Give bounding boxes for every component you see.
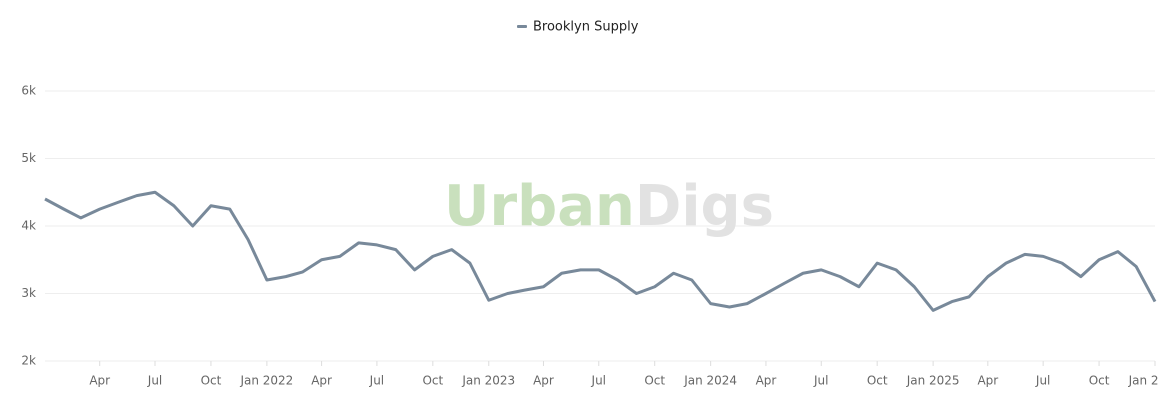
y-tick-label: 4k bbox=[21, 219, 36, 233]
y-tick-label: 3k bbox=[21, 286, 36, 300]
x-tick-label: Apr bbox=[756, 374, 777, 388]
x-tick-label: Jul bbox=[369, 374, 384, 388]
x-tick-label: Jul bbox=[1035, 374, 1050, 388]
x-tick-label: Jan 2025 bbox=[906, 374, 960, 388]
x-tick-label: Oct bbox=[644, 374, 665, 388]
x-tick-label: Apr bbox=[311, 374, 332, 388]
x-tick-label: Apr bbox=[89, 374, 110, 388]
x-tick-label: Jul bbox=[147, 374, 162, 388]
y-tick-label: 6k bbox=[21, 84, 36, 98]
x-tick-label: Jul bbox=[813, 374, 828, 388]
x-tick-label: Oct bbox=[867, 374, 888, 388]
x-tick-label: Oct bbox=[1089, 374, 1110, 388]
x-tick-label: Jan 2024 bbox=[683, 374, 737, 388]
watermark: UrbanDigs bbox=[444, 174, 774, 239]
y-tick-label: 5k bbox=[21, 151, 36, 165]
x-tick-label: Jan 2023 bbox=[461, 374, 515, 388]
x-tick-label: Jan 2022 bbox=[239, 374, 293, 388]
x-tick-label: Oct bbox=[422, 374, 443, 388]
series-line bbox=[44, 190, 1157, 312]
legend-swatch bbox=[517, 25, 527, 28]
x-tick-label: Oct bbox=[201, 374, 222, 388]
legend-item[interactable]: Brooklyn Supply bbox=[517, 20, 639, 35]
x-tick-label: Apr bbox=[533, 374, 554, 388]
watermark-part: Urban bbox=[444, 174, 635, 239]
legend-text: Brooklyn Supply bbox=[533, 20, 639, 35]
y-tick-label: 2k bbox=[21, 354, 36, 368]
x-tick-label: Jan 2026 bbox=[1128, 374, 1159, 388]
watermark-part: Digs bbox=[635, 174, 774, 239]
x-tick-label: Apr bbox=[977, 374, 998, 388]
x-tick-label: Jul bbox=[591, 374, 606, 388]
